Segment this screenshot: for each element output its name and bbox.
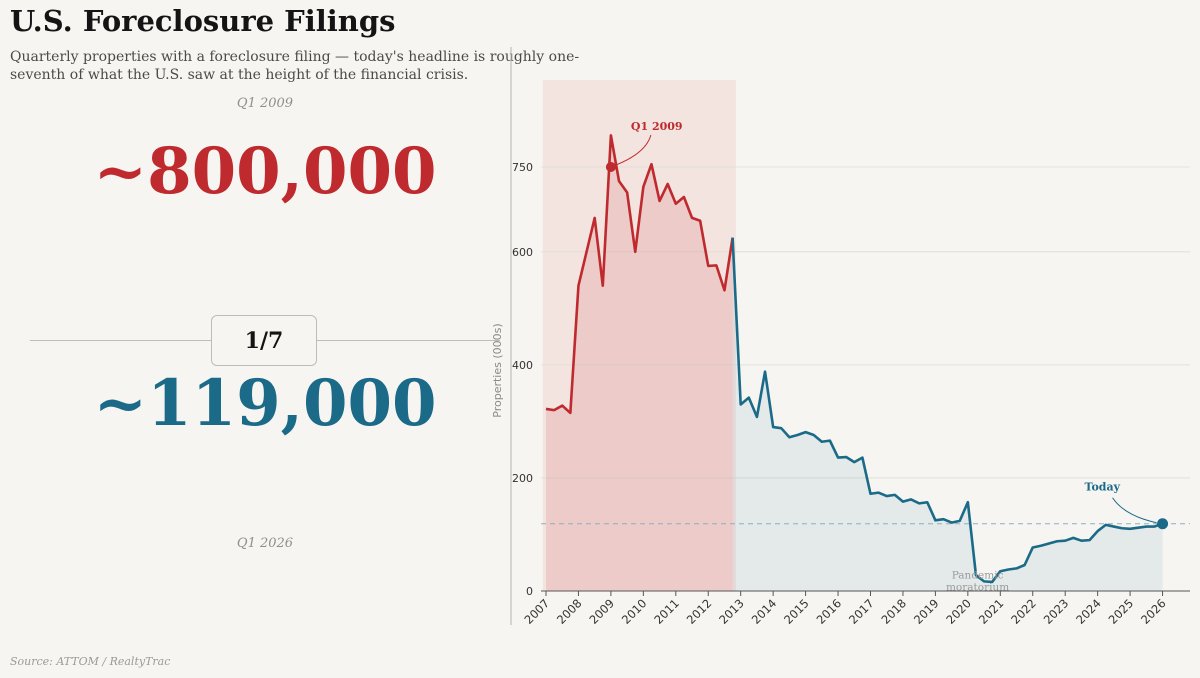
then-value: ~800,000 <box>93 134 437 209</box>
x-tick-label: 2011 <box>651 596 682 627</box>
pandemic-annotation: Pandemic moratorium <box>946 570 1009 594</box>
series-line-recent <box>731 237 1163 584</box>
q1-2009-point <box>605 162 616 173</box>
x-tick-label: 2022 <box>1008 596 1039 627</box>
x-tick-label: 2025 <box>1106 596 1137 627</box>
x-tick-label: 2017 <box>846 596 877 627</box>
x-tick-label: 2021 <box>976 596 1007 627</box>
y-axis-label: Properties (000s) <box>491 323 504 417</box>
today-annotation: Today <box>1085 481 1121 494</box>
x-tick-label: 2012 <box>684 596 715 627</box>
x-tick-label: 2023 <box>1041 596 1072 627</box>
y-tick-label: 200 <box>512 472 533 485</box>
ratio-badge: 1/7 <box>211 315 317 366</box>
y-tick-label: 0 <box>526 585 533 598</box>
now-value: ~119,000 <box>93 366 437 441</box>
x-tick-label: 2026 <box>1138 596 1169 627</box>
x-tick-label: 2024 <box>1073 596 1104 627</box>
x-tick-label: 2016 <box>814 596 845 627</box>
source-note: Source: ATTOM / RealtyTrac <box>10 655 171 668</box>
x-tick-label: 2009 <box>586 596 617 627</box>
x-tick-label: 2007 <box>522 596 553 627</box>
q1-2009-annotation: Q1 2009 <box>631 120 683 133</box>
page-title: U.S. Foreclosure Filings <box>10 4 396 38</box>
crisis-area-fill <box>546 135 733 591</box>
recent-area-fill <box>732 237 1163 591</box>
x-tick-label: 2015 <box>781 596 812 627</box>
page-subtitle: Quarterly properties with a foreclosure … <box>10 49 580 83</box>
series-line-crisis <box>545 134 734 415</box>
x-tick-label: 2020 <box>943 596 974 627</box>
today-point <box>1157 518 1169 530</box>
now-period-label: Q1 2026 <box>236 536 294 551</box>
x-tick-label: 2018 <box>878 596 909 627</box>
y-tick-label: 750 <box>512 161 533 174</box>
then-period-label: Q1 2009 <box>236 96 294 111</box>
today-leader <box>1112 497 1157 524</box>
x-tick-label: 2010 <box>619 596 650 627</box>
x-tick-label: 2019 <box>911 596 942 627</box>
x-tick-label: 2008 <box>554 596 585 627</box>
x-tick-label: 2014 <box>749 596 780 627</box>
x-tick-label: 2013 <box>716 596 747 627</box>
y-tick-label: 400 <box>512 359 533 372</box>
q1-2009-leader <box>615 134 652 166</box>
y-tick-label: 600 <box>512 246 533 259</box>
